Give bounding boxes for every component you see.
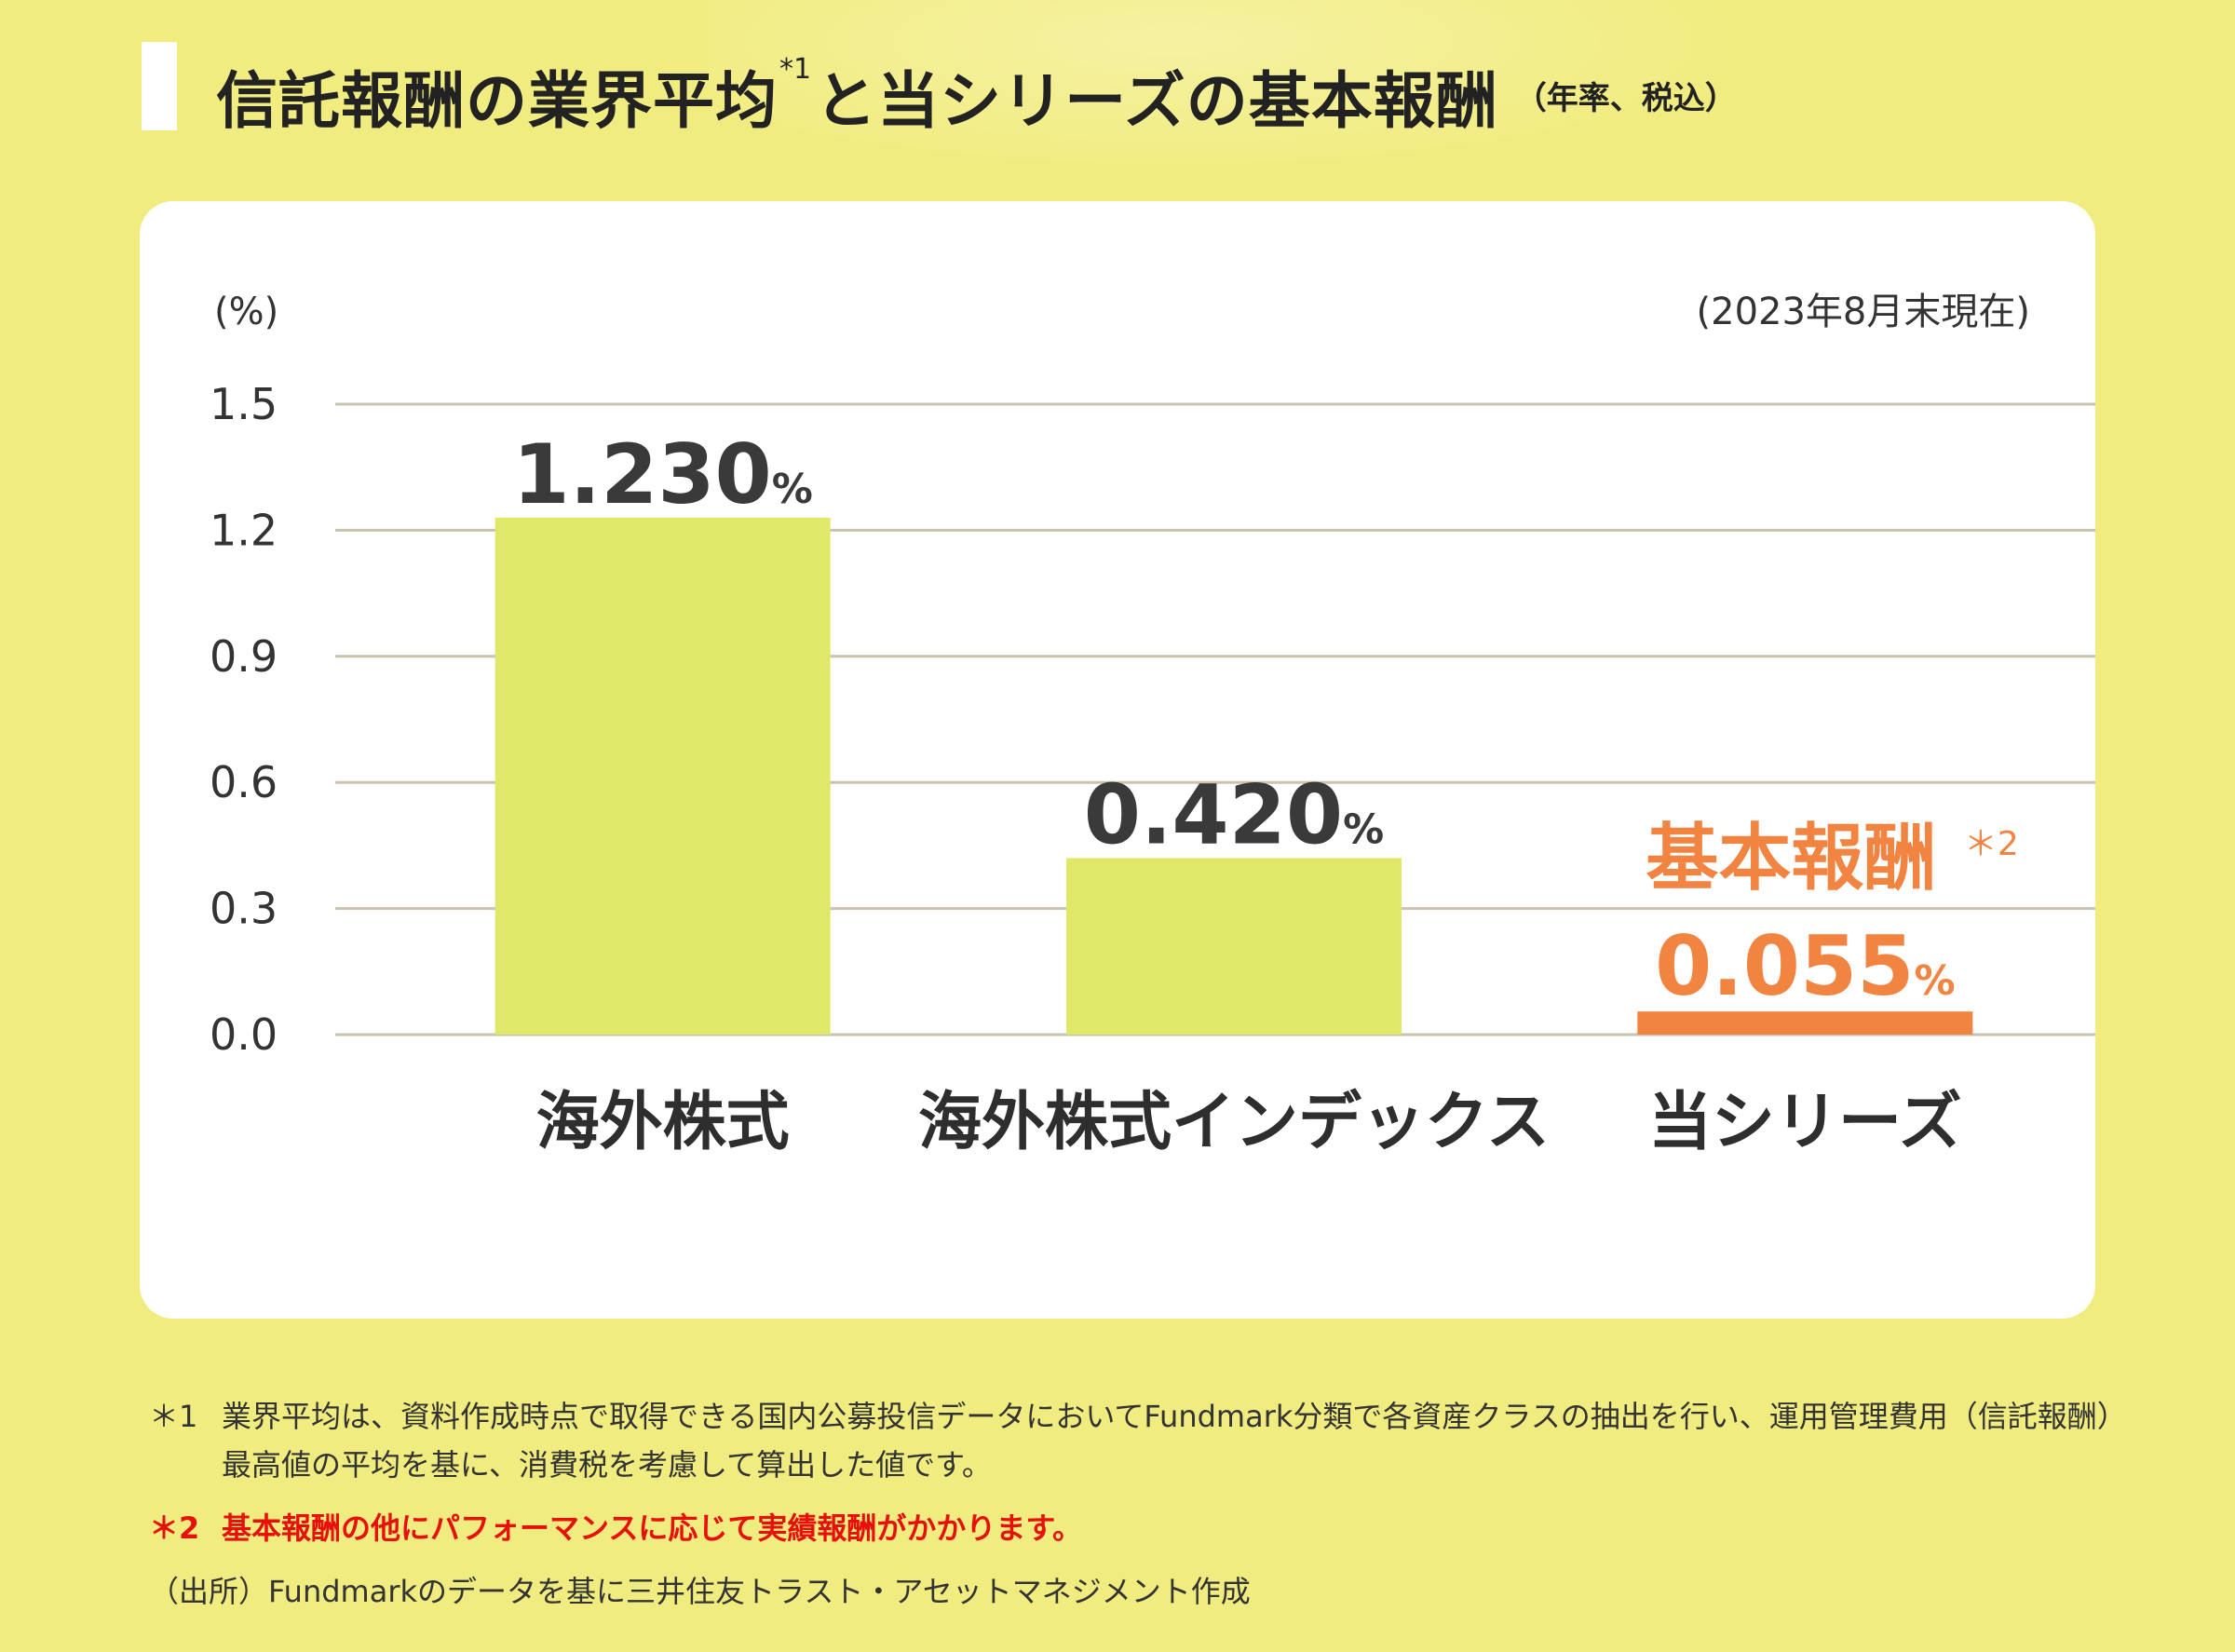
highlight-label: 基本報酬 <box>1646 817 1936 900</box>
source-note: （出所）Fundmarkのデータを基に三井住友トラスト・アセットマネジメント作成 <box>149 1574 1251 1609</box>
y-axis-unit-label: (%) <box>214 291 278 333</box>
footnote-2-mark: ＊2 <box>149 1510 200 1546</box>
x-category-label: 海外株式インデックス <box>918 1086 1550 1159</box>
as-of-label: (2023年8月末現在) <box>1697 291 2030 333</box>
footnote-1-mark: ＊1 <box>149 1399 198 1434</box>
chart-card: (%) (2023年8月末現在) 0.0 0.3 0.6 0.9 1.2 1.5 1.230% 海… <box>140 201 2095 1319</box>
data-label: 1.230% <box>512 427 812 522</box>
data-label: 0.420% <box>1084 766 1384 862</box>
bar-chart: (%) (2023年8月末現在) 0.0 0.3 0.6 0.9 1.2 1.5 1.230% 海… <box>210 291 2095 1159</box>
y-tick-label: 1.5 <box>210 379 278 429</box>
footnote-1-text: 業界平均は、資料作成時点で取得できる国内公募投信データにおいてFundmark分… <box>222 1399 2112 1483</box>
highlight-footnote-mark: ＊2 <box>1964 825 2019 863</box>
bar <box>494 517 831 1035</box>
page-title: 信託報酬の業界平均 *1 と当シリーズの基本報酬 （年率、税込） <box>216 51 1737 140</box>
footnote-1: ＊1 業界平均は、資料作成時点で取得できる国内公募投信データにおいてFundma… <box>149 1392 2114 1489</box>
footnote-2: ＊2 基本報酬の他にパフォーマンスに応じて実績報酬がかかります。 <box>149 1504 2114 1552</box>
data-label: 0.055% <box>1655 918 1955 1014</box>
x-category-label: 当シリーズ <box>1648 1086 1962 1159</box>
title-main: 信託報酬の業界平均 <box>216 64 778 137</box>
y-tick-label: 1.2 <box>210 505 278 555</box>
footnote-2-text: 基本報酬の他にパフォーマンスに応じて実績報酬がかかります。 <box>222 1510 1083 1546</box>
title-rest: と当シリーズの基本報酬 <box>815 64 1498 137</box>
title-footnote-mark: *1 <box>779 53 812 86</box>
y-tick-label: 0.9 <box>210 631 278 682</box>
y-tick-label: 0.3 <box>210 884 278 934</box>
footnotes: ＊1 業界平均は、資料作成時点で取得できる国内公募投信データにおいてFundma… <box>149 1392 2114 1616</box>
bar <box>1637 1011 1973 1035</box>
bar <box>1066 858 1402 1035</box>
y-tick-label: 0.6 <box>210 757 278 807</box>
y-tick-label: 0.0 <box>210 1009 278 1060</box>
title-subtitle: （年率、税込） <box>1514 80 1737 117</box>
x-category-label: 海外株式 <box>536 1086 790 1159</box>
title-accent-bar <box>142 42 177 130</box>
